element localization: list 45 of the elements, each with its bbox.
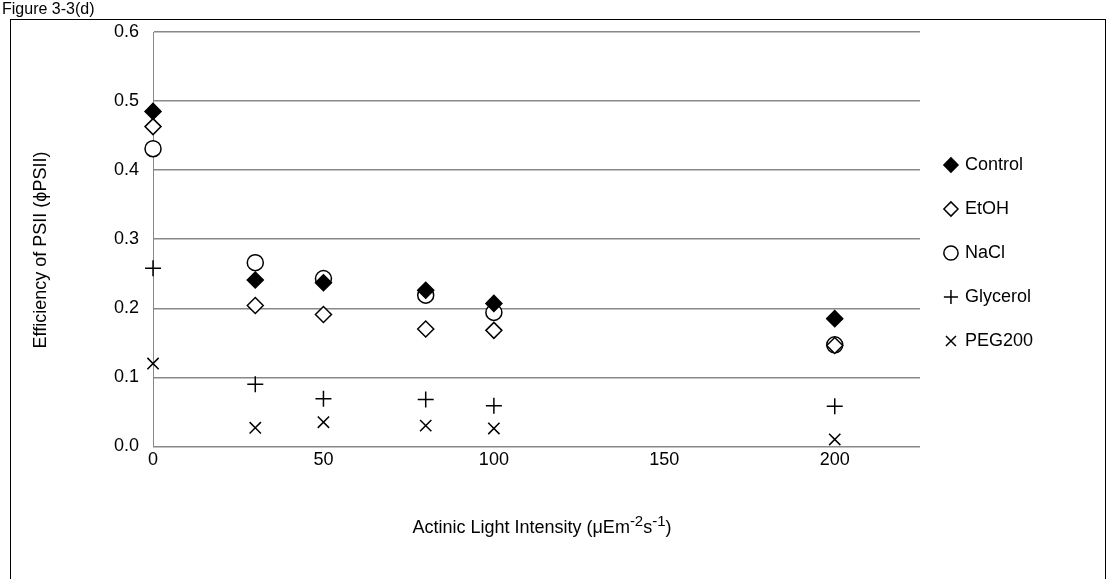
point — [825, 309, 844, 328]
point — [146, 357, 160, 370]
legend-label: Glycerol — [964, 285, 1031, 306]
y-tick-label: 0.0 — [113, 435, 140, 456]
point — [487, 422, 501, 435]
chart-title: Figure 3-3(d) — [2, 0, 95, 18]
point — [246, 296, 265, 315]
point — [825, 397, 844, 416]
legend-label: Control — [964, 153, 1023, 174]
point — [144, 117, 162, 136]
point — [416, 390, 435, 409]
point — [828, 433, 842, 446]
y-tick-label: 0.1 — [113, 366, 140, 387]
x-tick-label: 50 — [313, 449, 334, 470]
point — [314, 305, 333, 324]
x-tick-label: 200 — [819, 449, 850, 470]
point — [144, 139, 162, 158]
point — [246, 375, 265, 393]
x-tick-label: 100 — [478, 449, 509, 470]
point — [314, 273, 333, 292]
point — [246, 271, 265, 289]
point — [317, 415, 330, 429]
point — [416, 320, 435, 338]
legend-label: NaCl — [964, 241, 1005, 262]
point — [246, 253, 265, 272]
point — [416, 281, 435, 300]
y-tick-label: 0.6 — [113, 20, 140, 41]
point — [314, 389, 333, 408]
y-tick-label: 0.2 — [113, 297, 140, 318]
y-tick-label: 0.5 — [113, 90, 140, 111]
point — [144, 102, 162, 121]
legend-label: PEG200 — [964, 329, 1033, 350]
legend-label: EtOH — [964, 197, 1009, 218]
point — [485, 321, 503, 340]
y-tick-label: 0.3 — [113, 228, 140, 249]
point — [144, 259, 162, 277]
x-tick-label: 0 — [148, 449, 159, 470]
point — [485, 396, 503, 415]
point — [419, 419, 433, 433]
x-tick-label: 150 — [649, 449, 680, 470]
point — [248, 421, 262, 435]
y-axis-title: Efficiency of PSII (ϕPSII) — [29, 151, 51, 349]
x-axis-title: Actinic Light Intensity (μEm$^{-2}$s$^{-1}$) — [411, 512, 673, 538]
y-tick-label: 0.4 — [113, 159, 140, 180]
point — [485, 294, 503, 313]
